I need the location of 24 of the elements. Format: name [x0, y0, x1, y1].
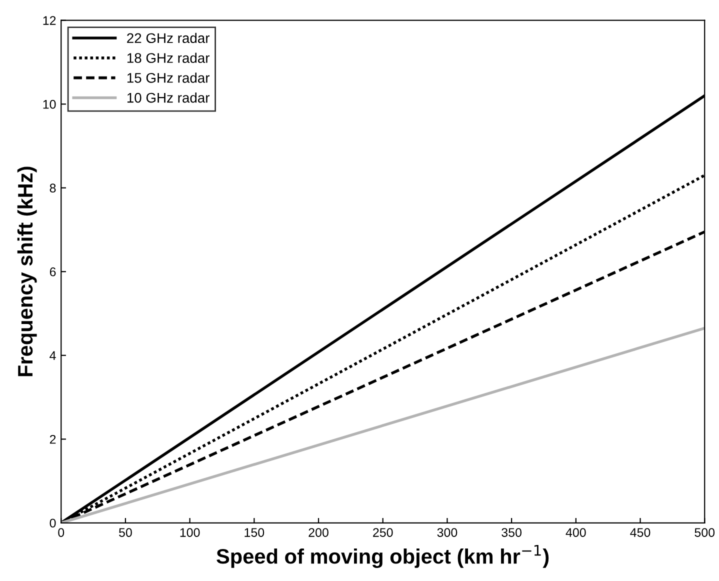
legend-label: 22 GHz radar [127, 32, 210, 44]
y-tick-label: 4 [50, 351, 56, 360]
y-tick-label: 6 [50, 267, 56, 276]
x-tick-label: 50 [119, 528, 132, 537]
legend-label: 18 GHz radar [127, 52, 210, 63]
y-tick-label: 8 [50, 184, 56, 193]
x-tick-label: 300 [437, 528, 458, 537]
x-tick-label: 200 [308, 528, 328, 537]
legend-label: 15 GHz radar [127, 72, 210, 83]
x-tick-label: 150 [244, 528, 264, 537]
y-tick-label: 12 [43, 16, 56, 25]
x-tick-label: 400 [566, 528, 586, 537]
x-tick-label: 250 [373, 528, 393, 537]
x-tick-label: 350 [502, 528, 522, 537]
x-tick-label: 100 [180, 528, 200, 537]
legend-label: 10 GHz radar [127, 92, 210, 103]
x-axis-title: Speed of moving object (km hr$^{−1}$) [216, 544, 549, 568]
x-tick-label: 500 [694, 528, 715, 537]
y-tick-label: 2 [50, 434, 56, 444]
y-tick-label: 0 [50, 518, 56, 528]
x-tick-label: 0 [58, 528, 64, 537]
x-tick-label: 450 [630, 528, 650, 537]
y-axis-title: Frequency shift (kHz) [17, 166, 37, 376]
y-tick-label: 10 [43, 100, 56, 109]
